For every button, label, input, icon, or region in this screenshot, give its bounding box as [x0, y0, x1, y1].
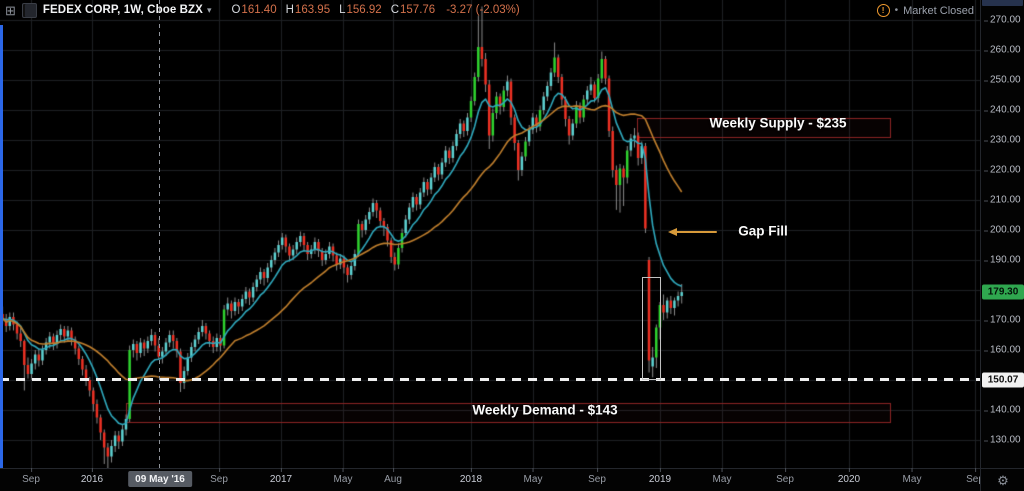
low-label: L: [339, 4, 346, 16]
left-edge-highlight: [0, 25, 3, 468]
time-tick-year-label: 2020: [837, 468, 861, 485]
candle-highlight-rectangle[interactable]: [642, 277, 661, 380]
high-label: H: [285, 4, 294, 16]
axis-corner[interactable]: ⚙: [980, 468, 1024, 491]
close-label: C: [390, 4, 400, 16]
price-tick-label: 240.00: [984, 104, 1021, 116]
time-tick-label: Sep: [966, 468, 984, 485]
gap-fill-label[interactable]: Gap Fill: [738, 223, 788, 239]
low-value: 156.92: [346, 4, 382, 16]
crosshair-date-badge: 09 May '16: [128, 471, 192, 487]
symbol-logo-icon[interactable]: [21, 2, 37, 18]
chevron-down-icon[interactable]: ▾: [206, 4, 212, 15]
open-value: 161.40: [241, 4, 277, 16]
price-tick-label: 230.00: [984, 134, 1021, 146]
close-value: 157.76: [400, 4, 436, 16]
clipped-price-label: [982, 0, 1023, 6]
price-tick-label: 140.00: [984, 404, 1021, 416]
time-tick-year-label: 2017: [269, 468, 293, 485]
horizontal-price-line[interactable]: [0, 378, 980, 382]
price-tick-label: 270.00: [984, 14, 1021, 26]
price-tick-label: 250.00: [984, 74, 1021, 86]
high-value: 163.95: [294, 4, 331, 16]
time-tick-label: Aug: [384, 468, 402, 485]
last-price-badge: 179.30: [982, 284, 1024, 300]
gear-icon[interactable]: ⚙: [997, 473, 1009, 488]
time-axis[interactable]: 09 May '16 Sep 2016 Sep 2017 May Aug 2018 May Se…: [0, 468, 984, 491]
time-tick-label: Sep: [22, 468, 40, 485]
price-tick-label: 160.00: [984, 344, 1021, 356]
time-tick-label: May: [333, 468, 353, 485]
time-tick-label: Sep: [210, 468, 228, 485]
price-tick-label: 130.00: [984, 434, 1021, 446]
time-tick-label: Sep: [776, 468, 794, 485]
market-status: ! • Market Closed: [876, 4, 974, 17]
grid-icon[interactable]: ⊞: [5, 2, 16, 18]
status-dot-icon: •: [894, 5, 899, 16]
price-line-badge: 150.07: [982, 372, 1024, 388]
price-tick-label: 260.00: [984, 44, 1021, 56]
time-tick-label: Sep: [588, 468, 606, 485]
change-value: -3.27 (-2.03%): [446, 4, 520, 16]
demand-zone-label[interactable]: Weekly Demand - $143: [472, 402, 618, 418]
price-tick-label: 190.00: [984, 254, 1021, 266]
price-axis[interactable]: 179.30 150.07 270.00 260.00 250.00 240.00 23…: [980, 0, 1024, 468]
time-tick-label: May: [523, 468, 543, 485]
price-chart-canvas[interactable]: [0, 0, 980, 468]
open-label: O: [231, 4, 241, 16]
time-tick-year-label: 2019: [648, 468, 672, 485]
ohlc-readout: O 161.40 H 163.95 L 156.92 C 157.76 -3.27 (-…: [231, 4, 519, 16]
alert-circle-icon[interactable]: !: [876, 4, 890, 17]
chart-header: ⊞ FEDEX CORP, 1W, Cboe BZX ▾ O 161.40 H 16…: [0, 0, 985, 20]
time-tick-year-label: 2016: [80, 468, 104, 485]
symbol-title[interactable]: FEDEX CORP, 1W, Cboe BZX: [42, 4, 203, 16]
crosshair-vertical-line: [159, 0, 160, 468]
price-tick-label: 210.00: [984, 194, 1021, 206]
time-tick-label: May: [902, 468, 922, 485]
price-tick-label: 170.00: [984, 314, 1021, 326]
price-tick-label: 220.00: [984, 164, 1021, 176]
time-tick-label: May: [712, 468, 732, 485]
time-tick-year-label: 2018: [459, 468, 483, 485]
market-status-text: Market Closed: [903, 4, 974, 17]
supply-zone-label[interactable]: Weekly Supply - $235: [709, 115, 847, 131]
price-tick-label: 200.00: [984, 224, 1021, 236]
